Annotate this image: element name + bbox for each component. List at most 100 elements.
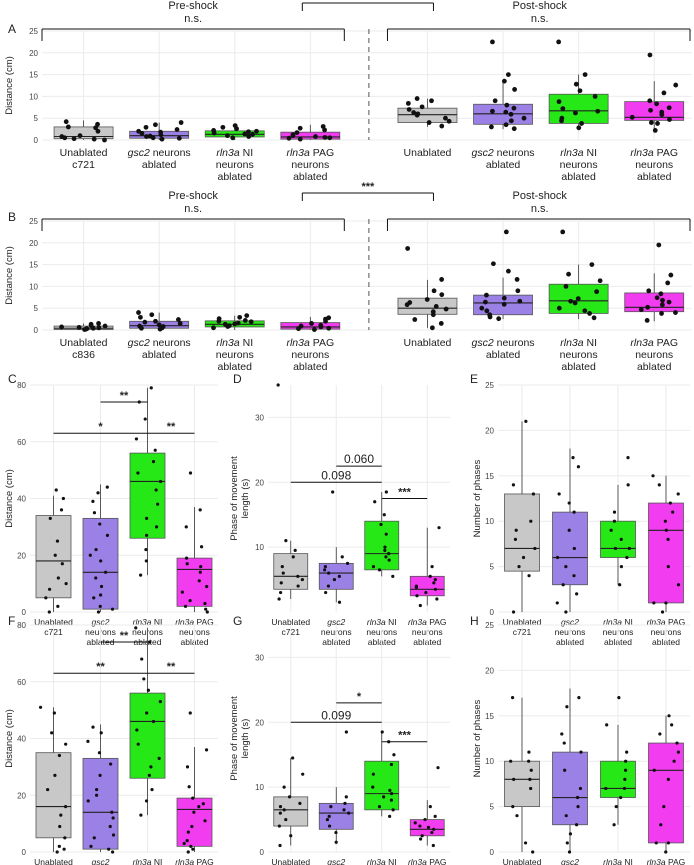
data-point-F — [53, 773, 57, 777]
data-point-F — [187, 785, 191, 789]
data-point-D — [384, 490, 388, 494]
data-point-H — [575, 795, 580, 800]
data-point-F — [135, 728, 139, 732]
data-point-E — [514, 528, 518, 532]
data-point-C — [185, 562, 189, 566]
data-point-D — [428, 574, 432, 578]
data-point-D — [384, 555, 388, 559]
data-point-C — [94, 576, 98, 580]
data-point-F — [191, 796, 195, 800]
box-A-6 — [548, 93, 609, 124]
data-point-D — [337, 600, 342, 604]
data-point-A — [666, 105, 672, 111]
x-category-label-H: rln3a PAG — [647, 857, 686, 865]
panel-label-D: D — [233, 372, 242, 386]
data-point-G — [342, 808, 346, 812]
panel-label-A: A — [8, 22, 16, 36]
data-point-C — [139, 573, 143, 577]
data-point-E — [657, 483, 661, 487]
data-point-B — [556, 305, 562, 311]
x-category-label-E: gsc2 — [561, 617, 579, 627]
data-point-A — [176, 135, 182, 141]
ytick-label-B: 15 — [29, 261, 38, 270]
sig-label-G: *** — [398, 730, 412, 742]
data-point-E — [626, 483, 630, 487]
x-category-label-E: rln3a NI — [603, 617, 633, 627]
data-point-H — [578, 786, 583, 791]
x-category-label-A: Unablated — [404, 147, 452, 159]
data-point-A — [59, 134, 65, 139]
data-point-H — [654, 841, 658, 845]
data-point-D — [284, 539, 288, 543]
data-point-B — [591, 315, 597, 321]
data-point-A — [595, 108, 601, 114]
data-point-D — [276, 383, 280, 387]
x-category-label-B: neurons — [291, 349, 329, 361]
data-point-G — [391, 808, 395, 812]
data-point-H — [670, 723, 674, 727]
x-category-label-A: ablated — [561, 171, 596, 183]
ytick-label-C: 0 — [22, 608, 27, 617]
y-axis-label-F: Distance (cm) — [4, 709, 15, 768]
data-point-G — [282, 785, 286, 789]
data-point-C — [98, 593, 103, 597]
data-point-C — [199, 545, 204, 549]
data-point-C — [105, 485, 109, 489]
data-point-A — [153, 122, 158, 128]
data-point-E — [618, 583, 622, 587]
data-point-B — [644, 318, 650, 323]
data-point-C — [151, 460, 156, 464]
data-point-F — [46, 787, 50, 792]
data-point-F — [110, 850, 115, 854]
data-point-A — [521, 115, 527, 121]
data-point-A — [230, 135, 236, 141]
data-point-H — [562, 741, 566, 745]
data-point-B — [515, 288, 521, 294]
data-point-G — [334, 830, 338, 835]
data-point-A — [414, 96, 420, 101]
data-point-F — [64, 742, 68, 746]
data-point-C — [154, 488, 158, 492]
data-point-B — [430, 309, 436, 315]
data-point-E — [664, 601, 668, 605]
data-point-B — [433, 304, 439, 309]
ytick-label-A: 5 — [34, 114, 39, 123]
data-point-G — [380, 730, 384, 734]
data-point-A — [654, 101, 659, 107]
ytick-label-B: 10 — [29, 282, 38, 291]
panel-label-G: G — [233, 614, 242, 628]
data-point-C — [91, 499, 95, 503]
box-F-2 — [129, 692, 166, 779]
data-point-B — [211, 325, 216, 331]
data-point-C — [99, 559, 103, 563]
data-point-C — [55, 539, 60, 543]
x-category-label-G: rln3a PAG — [408, 857, 447, 865]
data-point-H — [528, 777, 532, 781]
data-point-F — [59, 813, 63, 817]
x-category-label-C: rln3a PAG — [175, 617, 214, 627]
ytick-label-E: 15 — [485, 472, 494, 481]
panel-label-H: H — [470, 614, 479, 628]
data-point-E — [626, 456, 630, 460]
data-point-E — [576, 465, 581, 469]
data-point-F — [150, 787, 154, 792]
data-point-A — [419, 104, 425, 110]
data-point-E — [531, 492, 536, 496]
ytick-label-F: 20 — [17, 791, 26, 800]
data-point-A — [503, 122, 509, 128]
data-point-F — [201, 802, 205, 806]
data-point-A — [246, 134, 252, 139]
data-point-E — [625, 555, 629, 560]
data-point-A — [504, 102, 510, 108]
data-point-B — [96, 325, 102, 331]
data-point-A — [246, 129, 251, 135]
data-point-A — [174, 127, 180, 132]
data-point-E — [511, 483, 516, 487]
data-point-G — [371, 785, 375, 789]
data-point-G — [426, 825, 431, 829]
ytick-label-D: 10 — [255, 543, 264, 552]
data-point-H — [567, 850, 572, 854]
data-point-A — [592, 94, 598, 99]
data-point-G — [334, 840, 338, 844]
